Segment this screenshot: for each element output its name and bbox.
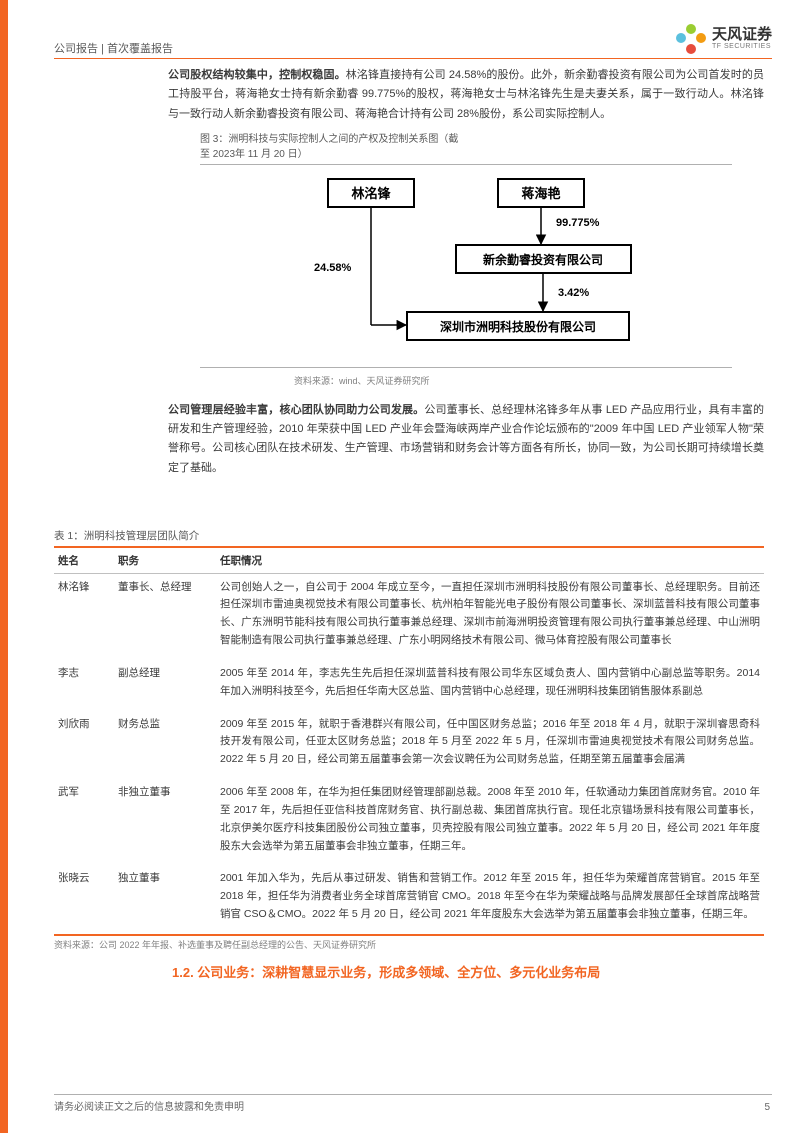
table-row: 武军非独立董事2006 年至 2008 年，在华为担任集团财经管理部副总裁。20… bbox=[54, 779, 764, 865]
table-bottom-rule bbox=[54, 934, 764, 936]
figure-caption: 图 3：洲明科技与实际控制人之间的产权及控制关系图（截至 2023年 11 月 … bbox=[200, 132, 460, 162]
cell-role: 独立董事 bbox=[114, 865, 216, 934]
cell-desc: 公司创始人之一，自公司于 2004 年成立至今，一直担任深圳市洲明科技股份有限公… bbox=[216, 573, 764, 660]
cell-desc: 2001 年加入华为，先后从事过研发、销售和营销工作。2012 年至 2015 … bbox=[216, 865, 764, 934]
paragraph-2: 公司管理层经验丰富，核心团队协同助力公司发展。公司董事长、总经理林洺锋多年从事 … bbox=[168, 401, 764, 478]
cell-role: 非独立董事 bbox=[114, 779, 216, 865]
logo-cn: 天风证券 bbox=[712, 27, 772, 44]
cell-role: 财务总监 bbox=[114, 711, 216, 780]
logo-en: TF SECURITIES bbox=[712, 43, 772, 51]
cell-name: 武军 bbox=[54, 779, 114, 865]
footer-page-number: 5 bbox=[764, 1102, 770, 1113]
figure-rule-bottom bbox=[200, 367, 732, 368]
svg-text:99.775%: 99.775% bbox=[556, 217, 600, 229]
table-row: 张晓云独立董事2001 年加入华为，先后从事过研发、销售和营销工作。2012 年… bbox=[54, 865, 764, 934]
svg-text:林洺锋: 林洺锋 bbox=[351, 186, 391, 201]
footer-rule bbox=[54, 1094, 772, 1095]
cell-name: 刘欣雨 bbox=[54, 711, 114, 780]
svg-text:24.58%: 24.58% bbox=[314, 262, 352, 274]
table-row: 李志副总经理2005 年至 2014 年，李志先生先后担任深圳蓝普科技有限公司华… bbox=[54, 660, 764, 711]
table-source: 资料来源：公司 2022 年年报、补选董事及聘任副总经理的公告、天风证券研究所 bbox=[54, 938, 764, 951]
figure-source: 资料来源：wind、天风证券研究所 bbox=[294, 374, 764, 387]
cell-desc: 2009 年至 2015 年，就职于香港群兴有限公司，任中国区财务总监；2016… bbox=[216, 711, 764, 780]
cell-name: 李志 bbox=[54, 660, 114, 711]
cell-role: 副总经理 bbox=[114, 660, 216, 711]
cell-desc: 2005 年至 2014 年，李志先生先后担任深圳蓝普科技有限公司华东区域负责人… bbox=[216, 660, 764, 711]
management-table: 姓名 职务 任职情况 林洺锋董事长、总经理公司创始人之一，自公司于 2004 年… bbox=[54, 548, 764, 935]
th-name: 姓名 bbox=[54, 548, 114, 574]
svg-text:3.42%: 3.42% bbox=[558, 287, 589, 299]
left-accent-bar bbox=[0, 0, 8, 1133]
th-desc: 任职情况 bbox=[216, 548, 764, 574]
table-row: 林洺锋董事长、总经理公司创始人之一，自公司于 2004 年成立至今，一直担任深圳… bbox=[54, 573, 764, 660]
header-category: 公司报告 | 首次覆盖报告 bbox=[54, 40, 173, 56]
figure-rule-top bbox=[200, 164, 732, 165]
cell-role: 董事长、总经理 bbox=[114, 573, 216, 660]
logo-icon bbox=[676, 24, 706, 54]
company-logo: 天风证券 TF SECURITIES bbox=[676, 24, 772, 54]
para1-lead: 公司股权结构较集中，控制权稳固。 bbox=[168, 69, 346, 81]
svg-text:新余勤睿投资有限公司: 新余勤睿投资有限公司 bbox=[483, 252, 603, 267]
ownership-diagram: 林洺锋 蒋海艳 99.775% 新余勤睿投资有限公司 24.58% 3.42% … bbox=[168, 171, 764, 361]
svg-text:蒋海艳: 蒋海艳 bbox=[521, 186, 560, 201]
paragraph-1: 公司股权结构较集中，控制权稳固。林洺锋直接持有公司 24.58%的股份。此外，新… bbox=[168, 66, 764, 124]
cell-name: 林洺锋 bbox=[54, 573, 114, 660]
para2-lead: 公司管理层经验丰富，核心团队协同助力公司发展。 bbox=[168, 404, 424, 416]
th-role: 职务 bbox=[114, 548, 216, 574]
svg-text:深圳市洲明科技股份有限公司: 深圳市洲明科技股份有限公司 bbox=[440, 319, 596, 334]
cell-desc: 2006 年至 2008 年，在华为担任集团财经管理部副总裁。2008 年至 2… bbox=[216, 779, 764, 865]
header-rule bbox=[54, 58, 772, 59]
cell-name: 张晓云 bbox=[54, 865, 114, 934]
footer-disclaimer: 请务必阅读正文之后的信息披露和免责申明 bbox=[54, 1098, 244, 1113]
table-title: 表 1：洲明科技管理层团队简介 bbox=[54, 528, 764, 543]
section-1-2-title: 1.2. 公司业务：深耕智慧显示业务，形成多领域、全方位、多元化业务布局 bbox=[172, 963, 764, 984]
table-row: 刘欣雨财务总监2009 年至 2015 年，就职于香港群兴有限公司，任中国区财务… bbox=[54, 711, 764, 780]
